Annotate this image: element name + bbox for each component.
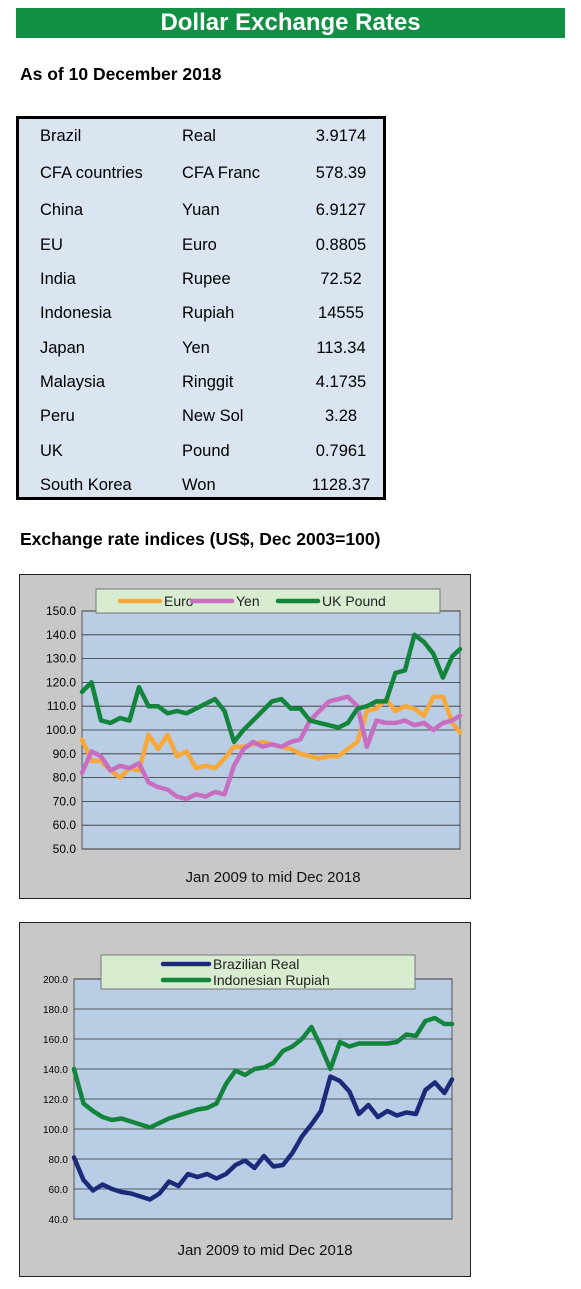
currency-cell: Pound (182, 442, 230, 460)
rate-cell: 3.28 (324, 407, 358, 425)
y-tick-label: 60.0 (53, 818, 77, 832)
country-cell: India (40, 270, 76, 288)
y-tick-label: 180.0 (43, 1005, 68, 1016)
table-row: South Korea Won 1128.37 (19, 476, 383, 500)
table-row: EU Euro 0.8805 (19, 236, 383, 260)
table-row: CFA countries CFA Franc 578.39 (19, 164, 383, 188)
table-row: Malaysia Ringgit 4.1735 (19, 373, 383, 397)
legend-label: Euro (164, 593, 194, 609)
indices-heading: Exchange rate indices (US$, Dec 2003=100… (20, 529, 381, 549)
series-line-yen (79, 694, 463, 802)
currency-cell: Yuan (182, 201, 220, 219)
rate-cell: 0.8805 (315, 236, 367, 254)
y-tick-label: 70.0 (53, 794, 77, 808)
rate-cell: 0.7961 (315, 442, 367, 460)
y-tick-label: 110.0 (47, 699, 76, 713)
y-tick-label: 120.0 (46, 675, 76, 689)
rates-table: Brazil Real 3.9174 CFA countries CFA Fra… (16, 116, 386, 500)
y-tick-label: 200.0 (43, 975, 68, 986)
currency-cell: Won (182, 476, 216, 494)
series-line-brazilian-real (71, 1074, 455, 1202)
y-tick-label: 40.0 (49, 1215, 69, 1226)
y-tick-label: 140.0 (43, 1065, 68, 1076)
legend-label: Indonesian Rupiah (213, 972, 330, 988)
country-cell: Indonesia (40, 304, 112, 322)
country-cell: Malaysia (40, 373, 106, 391)
table-row: India Rupee 72.52 (19, 270, 383, 294)
table-row: Brazil Real 3.9174 (19, 127, 383, 151)
country-cell: South Korea (40, 476, 132, 494)
rate-cell: 6.9127 (315, 201, 367, 219)
country-cell: Peru (40, 407, 75, 425)
country-cell: Brazil (40, 127, 82, 145)
y-tick-label: 80.0 (53, 771, 77, 785)
y-tick-label: 160.0 (43, 1035, 68, 1046)
rate-cell: 72.52 (320, 270, 362, 288)
x-axis-label: Jan 2009 to mid Dec 2018 (177, 1242, 352, 1259)
legend (100, 954, 416, 990)
series-line-indonesian-rupiah (71, 1015, 455, 1130)
rate-cell: 578.39 (315, 164, 367, 182)
currency-cell: New Sol (182, 407, 244, 425)
legend-label: Brazilian Real (213, 956, 299, 972)
series-line-uk-pound (79, 632, 463, 745)
currency-cell: Rupiah (182, 304, 235, 322)
y-tick-label: 100.0 (46, 723, 76, 737)
currency-cell: Real (182, 127, 216, 145)
table-row: UK Pound 0.7961 (19, 442, 383, 466)
currency-cell: Euro (182, 236, 217, 254)
legend-label: UK Pound (322, 593, 386, 609)
y-tick-label: 60.0 (49, 1185, 69, 1196)
rate-cell: 14555 (318, 304, 364, 322)
y-tick-label: 140.0 (46, 628, 76, 642)
currency-cell: Yen (182, 339, 210, 357)
country-cell: CFA countries (40, 164, 143, 182)
currency-cell: Ringgit (182, 373, 234, 391)
x-axis-label: Jan 2009 to mid Dec 2018 (185, 869, 360, 886)
title-banner: Dollar Exchange Rates (16, 8, 565, 38)
country-cell: UK (40, 442, 63, 460)
y-tick-label: 130.0 (46, 652, 76, 666)
currency-cell: CFA Franc (182, 164, 260, 182)
y-tick-label: 80.0 (49, 1155, 69, 1166)
country-cell: China (40, 201, 84, 219)
legend-label: Yen (236, 593, 260, 609)
table-row: Indonesia Rupiah 14555 (19, 304, 383, 328)
chart-panel-emerging: 200.0 180.0 160.0 140.0 120.0 100.0 80.0 60.0 40… (19, 922, 471, 1277)
currency-cell: Rupee (182, 270, 231, 288)
y-tick-label: 100.0 (43, 1125, 68, 1136)
rate-cell: 3.9174 (315, 127, 367, 145)
table-row: Peru New Sol 3.28 (19, 407, 383, 431)
country-cell: EU (40, 236, 63, 254)
y-tick-label: 90.0 (53, 747, 77, 761)
rate-cell: 113.34 (316, 339, 366, 357)
currency-index-chart: 150.0 140.0 130.0 120.0 110.0 100.0 90.0 80.0 70… (46, 588, 463, 886)
date-heading: As of 10 December 2018 (20, 64, 222, 84)
y-tick-label: 120.0 (43, 1095, 68, 1106)
table-row: Japan Yen 113.34 (19, 339, 383, 363)
y-tick-label: 50.0 (53, 842, 77, 856)
country-cell: Japan (40, 339, 85, 357)
rate-cell: 4.1735 (315, 373, 367, 391)
table-row: China Yuan 6.9127 (19, 201, 383, 225)
emerging-currency-index-chart: 200.0 180.0 160.0 140.0 120.0 100.0 80.0 60.0 40… (43, 954, 455, 1259)
chart-panel-currencies: 150.0 140.0 130.0 120.0 110.0 100.0 90.0 80.0 70… (19, 574, 471, 899)
y-tick-label: 150.0 (46, 604, 76, 618)
rate-cell: 1128.37 (311, 476, 371, 494)
